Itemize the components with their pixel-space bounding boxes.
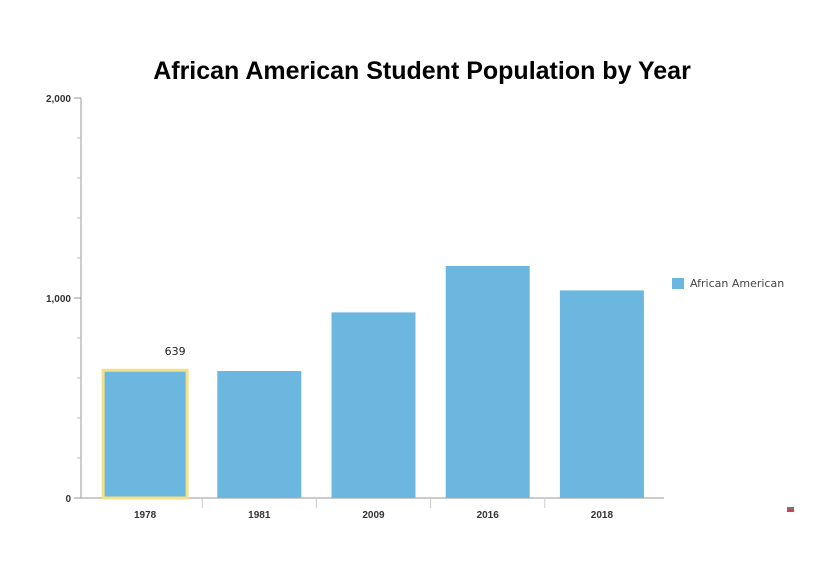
legend[interactable]: African American [672,277,784,290]
y-tick-label: 0 [65,494,71,505]
bar-2016[interactable] [445,266,530,498]
x-tick-label: 2018 [591,510,614,521]
export-icon[interactable] [787,507,794,512]
y-tick-label: 2,000 [46,94,71,105]
data-label: 639 [165,345,186,358]
bar-2009[interactable] [331,312,416,498]
legend-label[interactable]: African American [690,277,784,290]
bar-2018[interactable] [559,290,644,498]
bar-1978[interactable] [101,368,189,500]
legend-swatch [672,278,684,289]
chart-title: African American Student Population by Y… [153,57,691,85]
bar-1981[interactable] [217,371,302,498]
x-tick-label: 2009 [362,510,385,521]
y-tick-label: 1,000 [46,294,71,305]
x-tick-label: 1978 [134,510,157,521]
bars: 639 [101,266,644,500]
x-tick-label: 1981 [248,510,271,521]
x-tick-label: 2016 [477,510,500,521]
